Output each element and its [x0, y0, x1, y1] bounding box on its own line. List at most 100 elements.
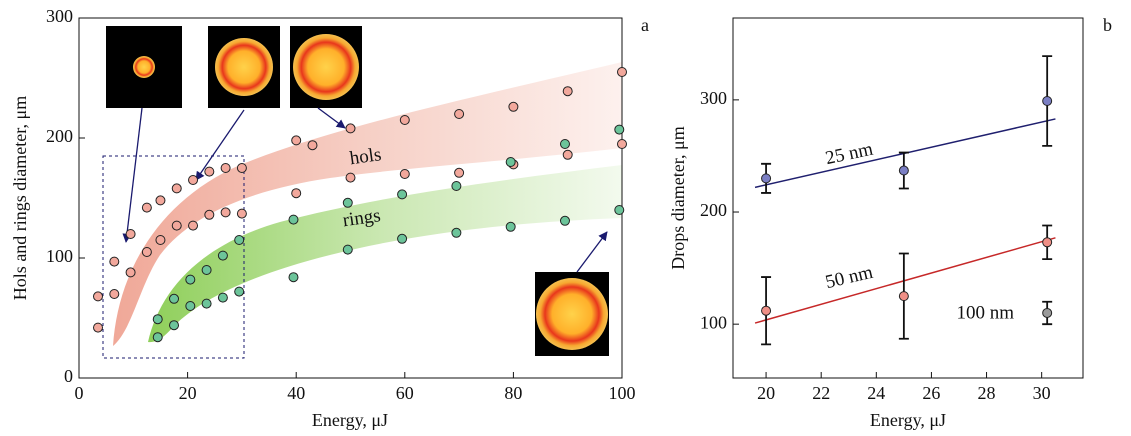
point — [899, 166, 908, 175]
point — [343, 198, 352, 207]
point — [292, 189, 301, 198]
point — [237, 209, 246, 218]
point — [126, 268, 135, 277]
point — [142, 203, 151, 212]
point — [1043, 308, 1052, 317]
point — [172, 184, 181, 193]
x-tick-label: 30 — [1033, 383, 1051, 403]
panel-label: a — [641, 15, 649, 35]
point — [289, 273, 298, 282]
point — [560, 140, 569, 149]
point — [506, 158, 515, 167]
x-tick-label: 22 — [812, 383, 830, 403]
series-label: 25 nm — [824, 139, 876, 170]
point — [237, 164, 246, 173]
x-tick-label: 26 — [922, 383, 940, 403]
y-tick-label: 200 — [46, 126, 73, 146]
point — [398, 190, 407, 199]
point — [153, 315, 162, 324]
point — [346, 173, 355, 182]
plot-frame — [733, 18, 1083, 378]
point — [762, 306, 771, 315]
x-tick-label: 20 — [757, 383, 775, 403]
point — [615, 125, 624, 134]
point — [1043, 96, 1052, 105]
x-tick-label: 24 — [867, 383, 885, 403]
point — [221, 208, 230, 217]
point — [618, 68, 627, 77]
point — [202, 266, 211, 275]
series-label: 100 nm — [956, 302, 1014, 323]
x-tick-label: 40 — [287, 383, 305, 403]
arrow — [126, 108, 142, 242]
series-label: 50 nm — [823, 262, 875, 293]
point — [205, 167, 214, 176]
point — [455, 110, 464, 119]
point — [156, 236, 165, 245]
point — [455, 168, 464, 177]
figure: 0 20 40 60 80 100 0 100 200 300 20 22 24 26 28 30 100 200… — [0, 0, 1131, 436]
point — [218, 251, 227, 260]
point — [205, 210, 214, 219]
point — [398, 234, 407, 243]
point — [189, 221, 198, 230]
point — [110, 257, 119, 266]
x-tick-label: 20 — [179, 383, 197, 403]
inset-spot — [293, 34, 359, 100]
point — [452, 182, 461, 191]
point — [618, 140, 627, 149]
point — [156, 196, 165, 205]
panel-label: b — [1103, 15, 1112, 35]
point — [170, 294, 179, 303]
point — [292, 136, 301, 145]
x-axis-label: Energy, μJ — [870, 410, 946, 430]
point — [308, 141, 317, 150]
inset-spot — [133, 56, 155, 78]
point — [235, 236, 244, 245]
point — [170, 321, 179, 330]
point — [343, 245, 352, 254]
point — [221, 164, 230, 173]
point — [563, 150, 572, 159]
arrow — [318, 108, 345, 128]
point — [186, 275, 195, 284]
x-tick-label: 60 — [396, 383, 414, 403]
inset-spot — [215, 38, 273, 96]
point — [899, 292, 908, 301]
series-label: hols — [348, 144, 382, 169]
point — [400, 170, 409, 179]
inset-spot — [536, 278, 608, 350]
y-axis-label: Hols and rings diameter, μm — [10, 96, 30, 300]
point — [506, 222, 515, 231]
point — [110, 290, 119, 299]
point — [400, 116, 409, 125]
x-tick-label: 0 — [75, 383, 84, 403]
y-tick-label: 200 — [700, 200, 727, 220]
y-tick-label: 0 — [64, 366, 73, 386]
y-tick-label: 100 — [700, 312, 727, 332]
point — [560, 216, 569, 225]
point — [235, 287, 244, 296]
y-tick-label: 100 — [46, 246, 73, 266]
point — [615, 206, 624, 215]
x-tick-label: 80 — [504, 383, 522, 403]
point — [142, 248, 151, 257]
point — [762, 174, 771, 183]
x-axis-label: Energy, μJ — [312, 410, 388, 430]
arrow — [577, 232, 607, 272]
point — [94, 323, 103, 332]
point — [563, 87, 572, 96]
y-tick-label: 300 — [700, 88, 727, 108]
y-axis-label: Drops diameter, μm — [668, 126, 688, 269]
x-tick-label: 100 — [609, 383, 636, 403]
point — [126, 230, 135, 239]
point — [94, 292, 103, 301]
point — [186, 302, 195, 311]
point — [172, 221, 181, 230]
point — [289, 215, 298, 224]
point — [346, 124, 355, 133]
point — [452, 228, 461, 237]
x-tick-label: 28 — [978, 383, 996, 403]
y-tick-label: 300 — [46, 6, 73, 26]
point — [202, 299, 211, 308]
